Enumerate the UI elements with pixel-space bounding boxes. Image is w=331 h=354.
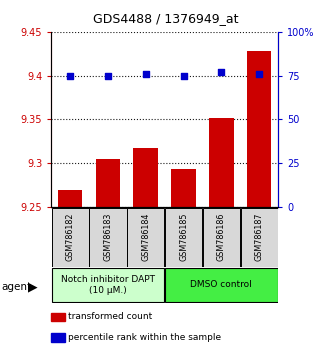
Text: ▶: ▶ [27, 280, 37, 293]
Point [181, 73, 186, 79]
FancyBboxPatch shape [52, 268, 164, 302]
Bar [58, 190, 82, 207]
Text: GSM786184: GSM786184 [141, 213, 150, 261]
Text: agent: agent [2, 282, 32, 292]
Point [257, 71, 262, 77]
Text: GSM786187: GSM786187 [255, 213, 264, 262]
Text: GSM786185: GSM786185 [179, 213, 188, 262]
Text: GSM786182: GSM786182 [66, 213, 75, 262]
Text: transformed count: transformed count [68, 312, 152, 321]
FancyBboxPatch shape [52, 208, 89, 267]
FancyBboxPatch shape [241, 208, 278, 267]
Bar [171, 170, 196, 207]
Bar [133, 148, 158, 207]
FancyBboxPatch shape [127, 208, 164, 267]
Bar [96, 159, 120, 207]
Point [68, 73, 73, 79]
Text: Notch inhibitor DAPT
(10 μM.): Notch inhibitor DAPT (10 μM.) [61, 275, 155, 295]
Bar [209, 118, 234, 207]
Text: GDS4488 / 1376949_at: GDS4488 / 1376949_at [93, 12, 238, 25]
FancyBboxPatch shape [203, 208, 240, 267]
Point [143, 71, 148, 77]
FancyBboxPatch shape [165, 268, 278, 302]
Bar [247, 51, 271, 207]
Text: DMSO control: DMSO control [190, 280, 252, 290]
FancyBboxPatch shape [89, 208, 126, 267]
Text: GSM786183: GSM786183 [104, 213, 113, 261]
Point [105, 73, 111, 79]
FancyBboxPatch shape [165, 208, 202, 267]
Text: GSM786186: GSM786186 [217, 213, 226, 261]
Text: percentile rank within the sample: percentile rank within the sample [68, 333, 221, 342]
Point [219, 69, 224, 75]
